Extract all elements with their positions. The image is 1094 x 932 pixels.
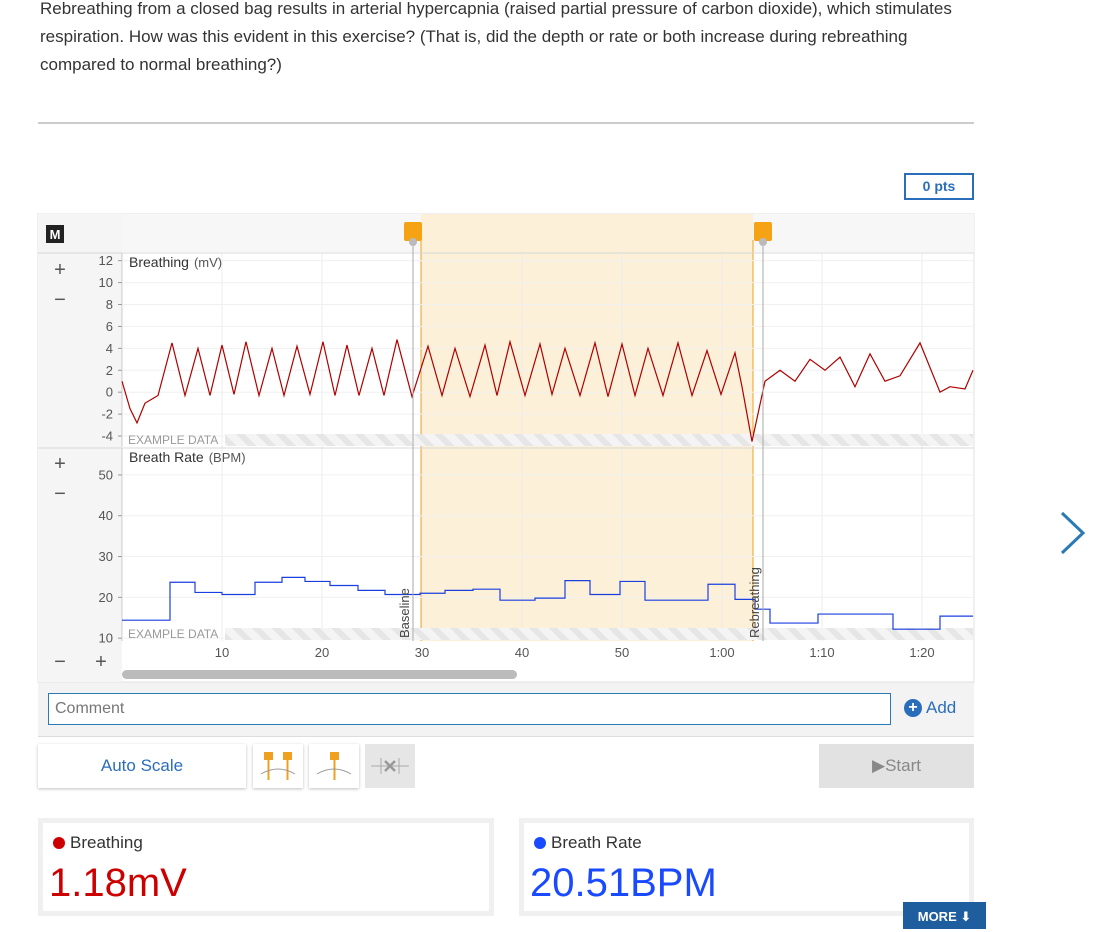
meter-unit: mV [126,861,187,905]
selection-region [421,214,753,641]
y-tick-label: 0 [106,385,113,400]
auto-scale-button[interactable]: Auto Scale [38,744,246,788]
add-pair-markers-button[interactable] [253,744,303,788]
start-label: Start [885,756,921,775]
question-text: Rebreathing from a closed bag results in… [40,0,952,74]
graph: M + − + − − + 10 20 30 40 50 1:00 1:10 1:201210… [37,213,975,683]
comment-input[interactable]: Comment [48,693,891,725]
y-tick-label: 4 [106,341,113,356]
marker-label: Baseline [397,588,412,638]
meter-name: Breathing [53,833,143,853]
mode-badge[interactable] [46,225,64,243]
plot-title: Breathing (mV) [129,254,222,270]
meter-unit: BPM [630,861,717,905]
meter: Breath Rate 20.51BPM [519,818,974,916]
y-tick-label: -2 [101,407,113,422]
mode-badge-label: M [50,227,61,242]
meter-label: Breathing [70,833,143,852]
x-tick-label: 1:00 [709,645,734,660]
y-tick-label: 6 [106,319,113,334]
x-tick-label: 1:20 [909,645,934,660]
y-tick-label: 50 [99,467,113,482]
icon [316,752,352,780]
more-button[interactable]: MORE ⬇ [903,902,986,929]
marker-label: Rebreathing [747,567,762,638]
meter-number: 1.18 [49,861,127,905]
zoom-out[interactable]: − [54,483,66,505]
meter-name: Breath Rate [534,833,642,853]
watermark: EXAMPLE DATA [128,627,218,641]
marker-handle [404,222,422,241]
score-badge: 0 pts [904,173,974,200]
zoom-in[interactable]: + [54,259,66,281]
meter-number: 20.51 [530,861,631,905]
scrollbar[interactable] [122,670,517,679]
y-tick-label: 12 [99,253,113,268]
marker-handle [754,222,772,241]
meter: Breathing 1.18mV [38,818,494,916]
plot-title: Breath Rate (BPM) [129,449,246,465]
meter-value: 20.51BPM [530,861,717,906]
trace [121,339,974,442]
y-tick-label: -4 [101,429,113,444]
divider [38,122,974,124]
add-label: Add [926,698,957,717]
x-tick-label: 40 [515,645,529,660]
y-tick-label: 40 [99,508,113,523]
add-button[interactable]: + Add [904,698,956,718]
plot-unit: (BPM) [209,450,246,465]
zoom-controls: + − + − − + [54,259,107,673]
y-tick-label: 10 [99,275,113,290]
x-tick-label: 20 [315,645,329,660]
meter-dot [53,837,65,849]
watermark: EXAMPLE DATA [128,433,218,447]
plot-unit: (mV) [194,255,222,270]
add-icon: + [904,699,922,717]
start-button[interactable]: ▶Start [819,744,974,788]
y-tick-label: 30 [99,549,113,564]
y-tick-label: 8 [106,297,113,312]
meter-label: Breath Rate [551,833,642,852]
icon [371,758,409,774]
y-tick-label: 20 [99,590,113,605]
icon [260,752,296,780]
y-tick-label: 2 [106,363,113,378]
x-tick-label: 1:10 [809,645,834,660]
clear-markers-button[interactable] [365,744,415,788]
zoom-in-x[interactable]: + [95,651,107,673]
zoom-out-x[interactable]: − [54,651,66,673]
watermark-band [225,434,973,446]
add-marker-button[interactable] [309,744,359,788]
x-tick-label: 30 [415,645,429,660]
more-label: MORE [917,909,957,924]
next-arrow[interactable] [1058,510,1088,556]
plot-title-name: Breathing [129,254,189,270]
meter-value: 1.18mV [49,861,187,906]
zoom-in[interactable]: + [54,453,66,475]
zoom-out[interactable]: − [54,289,66,311]
x-tick-label: 50 [615,645,629,660]
marker-knob [409,238,417,246]
x-tick-label: 10 [215,645,229,660]
meter-dot [534,837,546,849]
y-tick-label: 10 [99,631,113,646]
watermark-band [225,628,973,640]
plot-title-name: Breath Rate [129,449,204,465]
marker-knob [759,238,767,246]
